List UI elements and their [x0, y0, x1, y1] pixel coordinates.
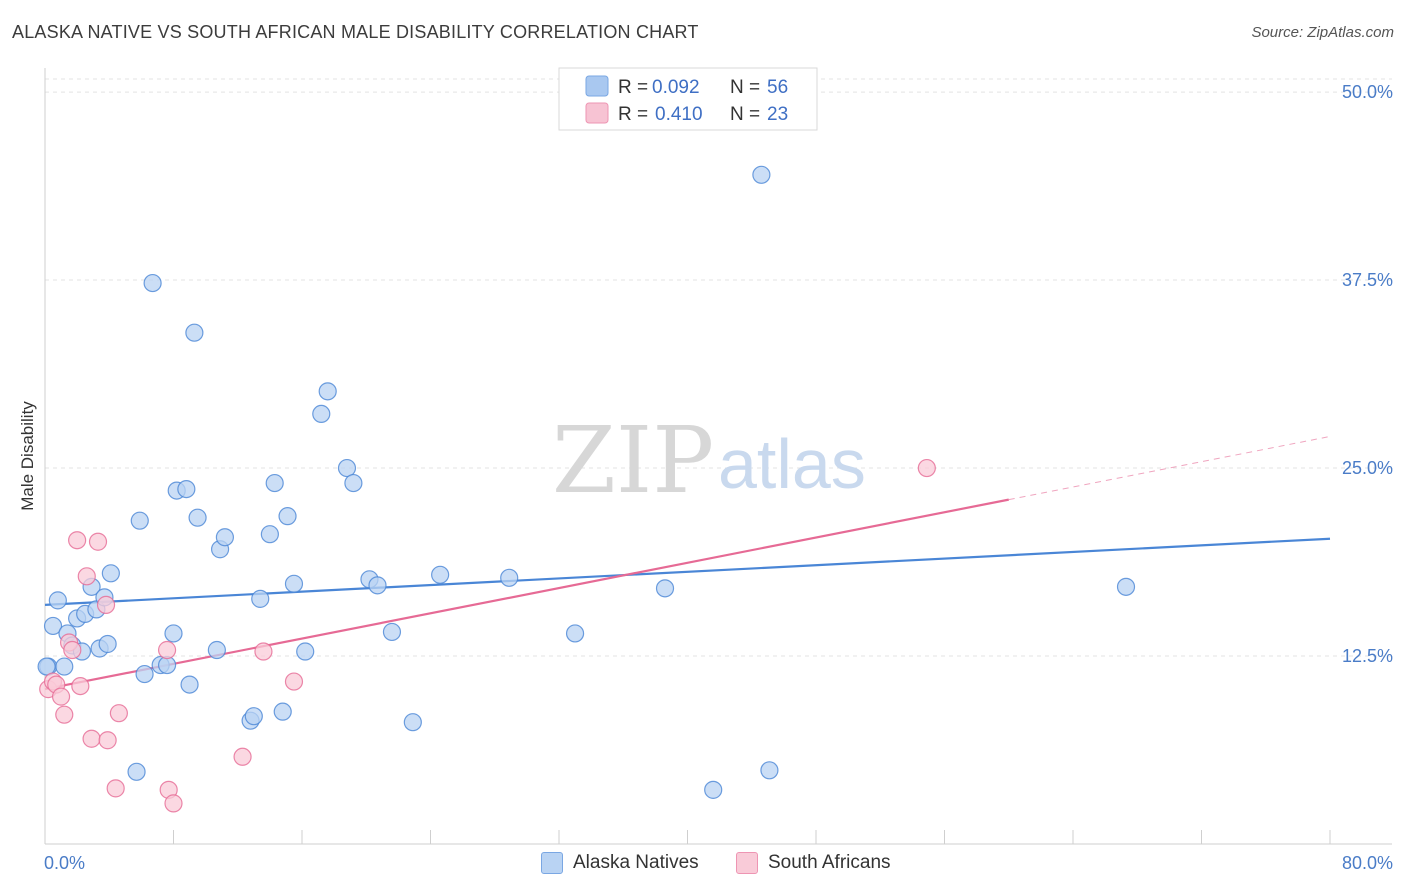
alaska-native-point	[185, 323, 204, 342]
x-tick-label: 0.0%	[44, 853, 85, 873]
legend-r-value-1: 0.092	[652, 77, 700, 98]
south-african-point	[68, 531, 87, 550]
legend-r-label-2: R =	[618, 104, 648, 125]
south-african-point	[157, 640, 177, 660]
legend-r-value-2: 0.410	[655, 104, 703, 125]
trend-line-alaska-natives	[44, 537, 1331, 606]
alaska-native-point	[37, 657, 56, 676]
south-african-point	[109, 704, 128, 723]
south-african-point	[71, 676, 90, 696]
alaska-native-point	[130, 511, 149, 530]
watermark: ZIP atlas	[552, 407, 866, 514]
south-african-point	[96, 595, 116, 614]
alaska-native-point	[164, 624, 183, 643]
alaska-native-point	[565, 624, 585, 643]
south-african-point	[164, 794, 183, 813]
alaska-native-point	[251, 589, 270, 608]
y-tick-label: 25.0%	[1342, 458, 1393, 478]
alaska-native-point	[296, 642, 315, 661]
source-label: Source: ZipAtlas.com	[1251, 24, 1394, 41]
legend-label-south-africans: South Africans	[768, 852, 891, 873]
axes	[44, 68, 1392, 845]
alaska-native-point	[500, 568, 519, 587]
south-african-point	[88, 532, 108, 551]
legend-swatch-alaska	[585, 75, 609, 97]
chart-title: ALASKA NATIVE VS SOUTH AFRICAN MALE DISA…	[12, 22, 699, 42]
alaska-native-point	[265, 473, 284, 493]
legend-r-label-1: R =	[618, 77, 648, 98]
alaska-native-point	[312, 404, 331, 423]
alaska-native-point	[752, 165, 771, 184]
south-african-point	[82, 729, 101, 748]
alaska-native-point	[260, 525, 279, 544]
legend-item-alaska-natives[interactable]: Alaska Natives	[541, 852, 699, 874]
south-african-point	[77, 567, 96, 586]
x-tick-label: 80.0%	[1342, 853, 1393, 873]
alaska-native-point	[127, 762, 146, 781]
alaska-native-point	[284, 574, 304, 593]
alaska-native-point	[760, 761, 779, 780]
alaska-native-point	[215, 528, 234, 547]
legend-n-value-1: 56	[767, 77, 788, 98]
alaska-native-point	[180, 675, 199, 694]
south-african-point	[51, 687, 71, 706]
alaska-native-point	[704, 780, 723, 799]
alaska-native-point	[55, 657, 74, 676]
alaska-native-point	[135, 664, 154, 684]
south-african-point	[55, 705, 74, 724]
legend-n-value-2: 23	[767, 104, 788, 125]
legend-box: R = 0.092 N = 56 R = 0.410 N = 23	[558, 67, 818, 131]
south-african-point	[106, 779, 125, 798]
south-african-point	[233, 747, 252, 766]
legend-label-alaska-natives: Alaska Natives	[573, 852, 699, 873]
legend-n-label-1: N =	[730, 77, 760, 98]
alaska-native-point	[101, 564, 120, 583]
alaska-native-point	[382, 622, 402, 642]
south-african-point	[98, 731, 117, 750]
legend-n-label-2: N =	[730, 104, 760, 125]
alaska-native-point	[431, 565, 450, 584]
alaska-native-point	[48, 591, 67, 610]
y-tick-label: 37.5%	[1342, 270, 1393, 290]
alaska-native-point	[98, 634, 117, 654]
legend-item-south-africans[interactable]: South Africans	[736, 852, 891, 874]
series-legend: Alaska Natives South Africans	[0, 852, 1406, 878]
alaska-native-point	[337, 458, 357, 478]
data-points	[37, 165, 1136, 813]
alaska-native-point	[177, 479, 196, 499]
swatch-alaska-natives	[541, 852, 563, 874]
y-tick-label: 12.5%	[1342, 646, 1393, 666]
tick-labels: 12.5% 25.0% 37.5% 50.0% 0.0% 80.0%	[44, 82, 1393, 873]
south-african-point	[254, 642, 273, 661]
alaska-native-point	[207, 640, 226, 660]
y-tick-label: 50.0%	[1342, 82, 1393, 102]
watermark-atlas: atlas	[718, 425, 866, 503]
alaska-native-point	[1116, 577, 1136, 596]
alaska-native-point	[368, 576, 387, 595]
legend-swatch-south-african	[585, 102, 609, 124]
swatch-south-africans	[736, 852, 758, 874]
alaska-native-point	[278, 507, 297, 526]
south-african-point	[284, 672, 304, 691]
alaska-native-point	[244, 707, 263, 726]
alaska-native-point	[43, 616, 63, 636]
watermark-zip: ZIP	[552, 407, 714, 514]
alaska-native-point	[344, 473, 363, 493]
alaska-native-point	[403, 713, 422, 732]
alaska-native-point	[273, 702, 292, 721]
alaska-native-point	[188, 508, 207, 527]
alaska-native-point	[143, 273, 162, 293]
trend-line-south-africans	[44, 498, 1009, 691]
south-african-point	[63, 640, 82, 660]
alaska-native-point	[655, 579, 675, 598]
south-african-point	[917, 458, 936, 478]
alaska-native-point	[318, 382, 337, 401]
